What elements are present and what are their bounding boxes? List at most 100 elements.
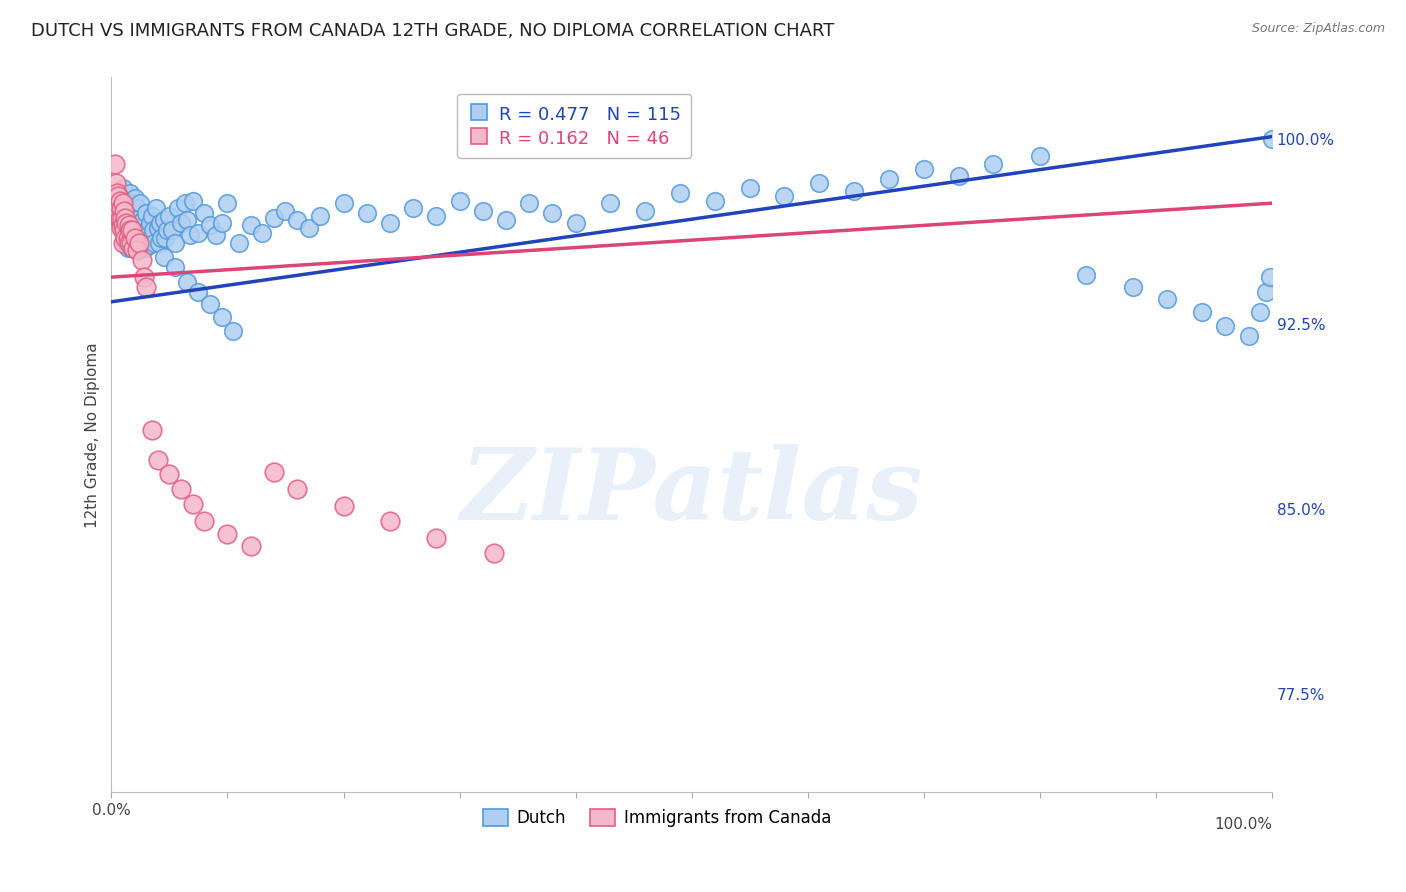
Point — [112, 216, 135, 230]
Point — [176, 213, 198, 227]
Point — [124, 230, 146, 244]
Point — [120, 241, 142, 255]
Point — [132, 213, 155, 227]
Point — [378, 514, 401, 528]
Point — [132, 226, 155, 240]
Point — [193, 206, 215, 220]
Point — [176, 275, 198, 289]
Point — [108, 194, 131, 208]
Point — [146, 220, 169, 235]
Point — [118, 223, 141, 237]
Point — [141, 423, 163, 437]
Point — [125, 243, 148, 257]
Point — [124, 211, 146, 225]
Point — [152, 251, 174, 265]
Point — [150, 230, 173, 244]
Point — [877, 171, 900, 186]
Point — [193, 514, 215, 528]
Point — [217, 196, 239, 211]
Point — [118, 235, 141, 250]
Point — [125, 219, 148, 233]
Point — [128, 235, 150, 250]
Point — [120, 235, 142, 250]
Point — [135, 280, 157, 294]
Point — [252, 226, 274, 240]
Point — [198, 297, 221, 311]
Point — [449, 194, 471, 208]
Point — [332, 196, 354, 211]
Point — [124, 191, 146, 205]
Point — [145, 201, 167, 215]
Point — [495, 213, 517, 227]
Text: DUTCH VS IMMIGRANTS FROM CANADA 12TH GRADE, NO DIPLOMA CORRELATION CHART: DUTCH VS IMMIGRANTS FROM CANADA 12TH GRA… — [31, 22, 834, 40]
Point — [198, 219, 221, 233]
Point — [181, 194, 204, 208]
Point — [309, 209, 332, 223]
Point — [114, 194, 136, 208]
Point — [181, 497, 204, 511]
Point — [842, 184, 865, 198]
Point — [173, 196, 195, 211]
Point — [263, 465, 285, 479]
Point — [122, 230, 145, 244]
Point — [121, 216, 143, 230]
Point — [138, 238, 160, 252]
Point — [205, 228, 228, 243]
Point — [274, 203, 297, 218]
Point — [117, 230, 139, 244]
Point — [118, 209, 141, 223]
Point — [110, 201, 132, 215]
Point — [148, 235, 170, 250]
Point — [128, 211, 150, 225]
Point — [356, 206, 378, 220]
Point — [104, 157, 127, 171]
Point — [136, 223, 159, 237]
Point — [239, 539, 262, 553]
Point — [112, 223, 135, 237]
Point — [1191, 304, 1213, 318]
Point — [115, 216, 138, 230]
Point — [332, 500, 354, 514]
Point — [153, 230, 176, 244]
Point — [121, 196, 143, 211]
Point — [125, 243, 148, 257]
Point — [108, 194, 131, 208]
Point — [703, 194, 725, 208]
Point — [118, 219, 141, 233]
Point — [517, 196, 540, 211]
Point — [263, 211, 285, 225]
Point — [484, 546, 506, 560]
Point — [187, 285, 209, 299]
Point — [402, 201, 425, 215]
Point — [111, 223, 134, 237]
Y-axis label: 12th Grade, No Diploma: 12th Grade, No Diploma — [86, 343, 100, 528]
Point — [1249, 304, 1271, 318]
Point — [111, 196, 134, 211]
Point — [983, 157, 1005, 171]
Point — [187, 226, 209, 240]
Point — [111, 219, 134, 233]
Point — [239, 219, 262, 233]
Point — [129, 196, 152, 211]
Point — [131, 230, 153, 244]
Point — [138, 216, 160, 230]
Point — [285, 482, 308, 496]
Point — [105, 203, 128, 218]
Point — [122, 241, 145, 255]
Point — [808, 177, 831, 191]
Point — [599, 196, 621, 211]
Point — [105, 211, 128, 225]
Point — [146, 452, 169, 467]
Point — [107, 209, 129, 223]
Point — [139, 230, 162, 244]
Point — [222, 324, 245, 338]
Point — [114, 211, 136, 225]
Point — [541, 206, 564, 220]
Point — [298, 220, 321, 235]
Point — [1122, 280, 1144, 294]
Point — [564, 216, 586, 230]
Point — [217, 526, 239, 541]
Point — [1261, 132, 1284, 146]
Point — [132, 270, 155, 285]
Point — [211, 310, 233, 324]
